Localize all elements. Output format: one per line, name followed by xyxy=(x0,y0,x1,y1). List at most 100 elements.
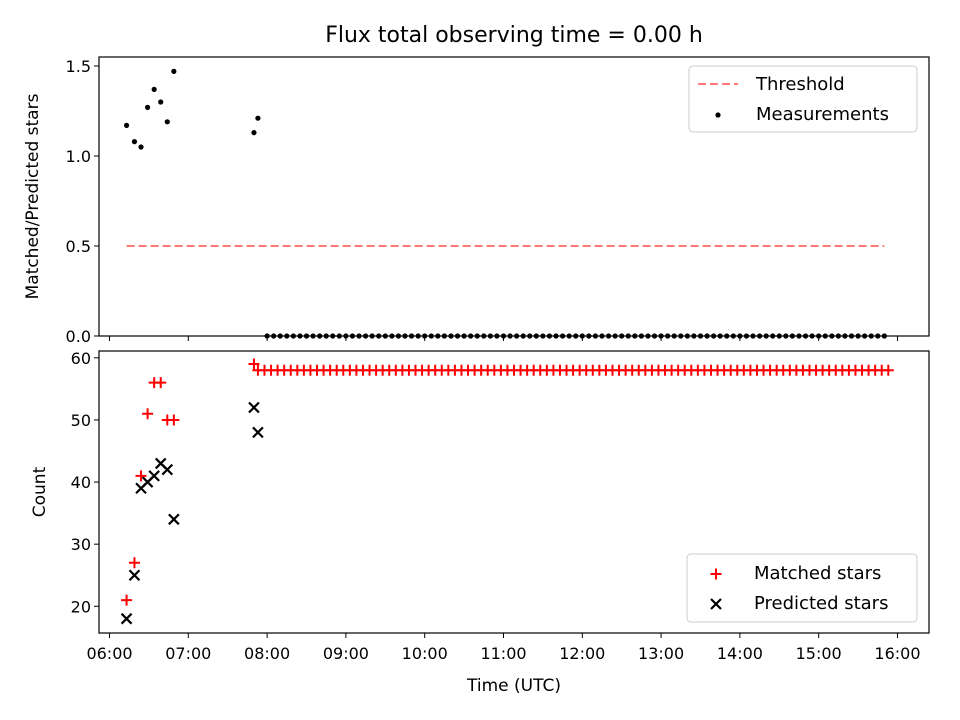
matched-point xyxy=(882,364,894,376)
y-tick-label: 50 xyxy=(71,411,91,430)
matched-point xyxy=(168,414,180,426)
measurement-point xyxy=(809,333,815,339)
measurement-point xyxy=(138,144,144,150)
measurement-point xyxy=(750,333,756,339)
measurement-point xyxy=(454,333,461,339)
measurement-point xyxy=(632,333,638,339)
legend-matched-swatch xyxy=(710,568,722,580)
bottom-legend-box xyxy=(686,553,918,623)
matched-point xyxy=(142,408,154,420)
measurement-point xyxy=(131,139,138,145)
predicted-point xyxy=(120,612,133,625)
legend-matched-label: Matched stars xyxy=(754,563,881,584)
measurement-point xyxy=(330,333,336,339)
measurement-point xyxy=(441,333,447,339)
measurement-point xyxy=(842,333,848,339)
legend-measurements-label: Measurements xyxy=(756,104,889,125)
predicted-point xyxy=(248,401,260,414)
measurement-point xyxy=(822,333,828,339)
predicted-point xyxy=(128,569,141,582)
measurement-point xyxy=(500,333,507,339)
measurement-point xyxy=(507,333,513,339)
measurement-point xyxy=(691,333,697,339)
top-legend-box xyxy=(688,65,918,133)
measurement-point xyxy=(461,333,467,339)
measurement-point xyxy=(586,333,592,339)
measurement-point xyxy=(297,333,303,339)
measurement-point xyxy=(645,333,651,339)
measurement-point xyxy=(408,333,415,339)
matched-point xyxy=(155,377,167,389)
top-legend: Threshold Measurements xyxy=(688,65,918,133)
measurement-point xyxy=(599,333,605,339)
measurement-point xyxy=(796,333,802,339)
top-axes: 0.0 0.5 1.0 1.5 Matched/Predicted stars Thres… xyxy=(23,56,930,346)
legend-measurements-swatch xyxy=(715,112,721,118)
measurement-point xyxy=(158,99,164,105)
measurement-point xyxy=(658,333,664,339)
legend-predicted-swatch xyxy=(710,598,722,610)
x-tick-label: 13:00 xyxy=(638,644,684,663)
measurement-point xyxy=(494,333,500,339)
measurement-point xyxy=(336,333,342,339)
x-tick-label: 08:00 xyxy=(244,644,290,663)
x-axis-label: Time (UTC) xyxy=(466,676,561,696)
measurement-point xyxy=(789,333,796,339)
measurement-point xyxy=(474,333,480,339)
measurement-point xyxy=(619,333,625,339)
measurement-point xyxy=(730,333,736,339)
x-tick-label: 10:00 xyxy=(402,644,448,663)
measurement-point xyxy=(255,115,261,121)
measurement-point xyxy=(303,333,310,339)
x-tick-label: 11:00 xyxy=(480,644,526,663)
measurement-point xyxy=(855,333,861,339)
measurement-point xyxy=(123,122,130,128)
y-tick-label: 1.0 xyxy=(66,147,91,166)
x-tick-label: 06:00 xyxy=(86,644,132,663)
measurement-point xyxy=(514,333,520,339)
measurement-point xyxy=(422,333,428,339)
measurement-point xyxy=(527,333,533,339)
measurement-point xyxy=(323,333,329,339)
measurement-point xyxy=(835,333,841,339)
measurement-point xyxy=(829,333,835,339)
measurement-point xyxy=(428,333,434,339)
measurement-point xyxy=(862,333,868,339)
measurement-point xyxy=(704,333,710,339)
measurement-point xyxy=(612,333,618,339)
measurement-point xyxy=(802,333,809,339)
measurement-point xyxy=(566,333,572,339)
measurement-point xyxy=(540,333,546,339)
y-tick-label: 20 xyxy=(71,597,91,616)
measurement-point xyxy=(671,333,677,339)
legend-threshold-label: Threshold xyxy=(755,74,845,95)
measurement-point xyxy=(171,68,177,74)
y-tick-label: 30 xyxy=(71,535,91,554)
measurement-point xyxy=(546,333,553,339)
matched-point xyxy=(135,470,147,482)
measurement-point xyxy=(625,333,631,339)
measurement-point xyxy=(448,333,454,339)
measurement-point xyxy=(573,333,579,339)
measurement-point xyxy=(770,333,776,339)
measurement-point xyxy=(881,333,887,339)
top-y-axis-label: Matched/Predicted stars xyxy=(23,93,43,299)
measurement-point xyxy=(435,333,441,339)
measurement-point xyxy=(349,333,356,339)
x-tick-label: 14:00 xyxy=(717,644,763,663)
matched-point xyxy=(128,557,140,569)
measurement-point xyxy=(290,333,296,339)
measurement-point xyxy=(389,333,395,339)
measurement-point xyxy=(487,333,493,339)
legend-predicted-label: Predicted stars xyxy=(754,593,888,614)
measurement-point xyxy=(651,333,658,339)
predicted-point xyxy=(252,426,264,439)
x-tick-label: 07:00 xyxy=(165,644,211,663)
measurement-point xyxy=(665,333,671,339)
measurement-point xyxy=(271,333,277,339)
measurement-point xyxy=(559,333,566,339)
x-tick-label: 16:00 xyxy=(874,644,920,663)
measurement-point xyxy=(763,333,769,339)
measurement-point xyxy=(638,333,644,339)
